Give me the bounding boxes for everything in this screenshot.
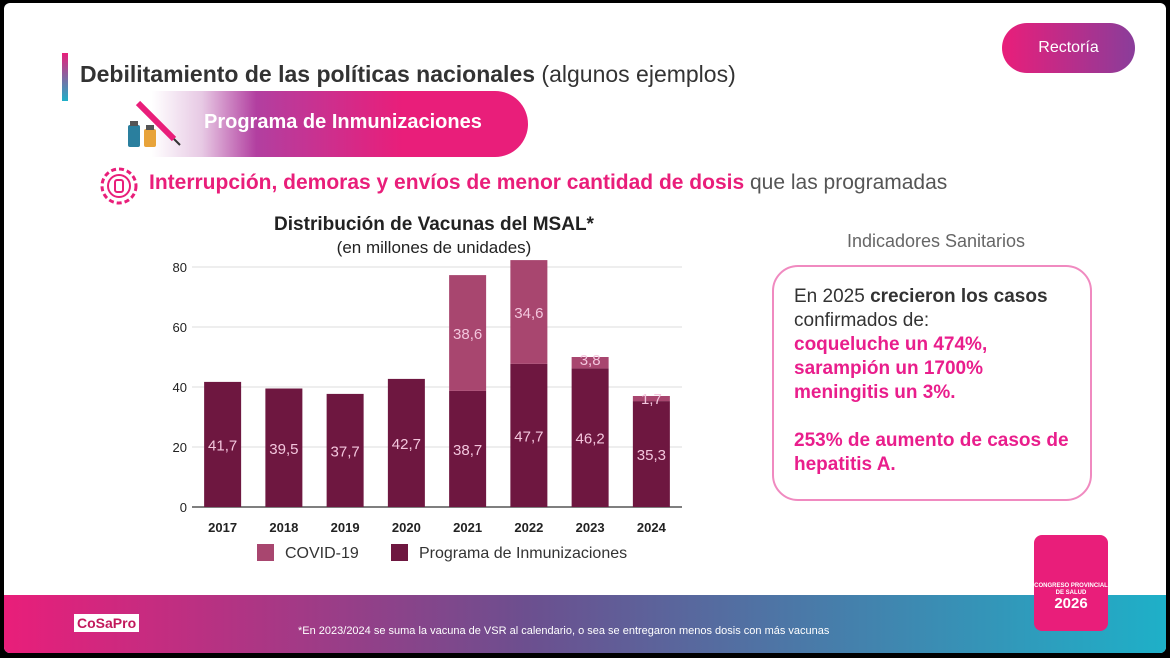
bar-covid: [571, 357, 609, 369]
data-label: 39,5: [269, 441, 298, 458]
indicator-item: sarampión un 1700%: [794, 358, 984, 379]
indicator-extra: 253% de aumento de casos de hepatitis A.: [794, 430, 1069, 475]
x-tick-label: 2021: [453, 520, 482, 535]
cosapro-logo: CoSaPro: [74, 614, 140, 632]
program-pill: Programa de Inmunizaciones: [110, 91, 528, 157]
gear-icon: [100, 167, 138, 205]
data-label: 41,7: [208, 437, 237, 454]
footer: CoSaPro *En 2023/2024 se suma la vacuna …: [4, 595, 1166, 653]
slide: Debilitamiento de las políticas nacional…: [4, 3, 1166, 653]
data-label: 34,6: [514, 305, 543, 322]
bar-programa: [265, 388, 303, 507]
y-tick-label: 80: [173, 260, 187, 275]
bar-programa: [510, 363, 548, 507]
data-label: 42,7: [392, 436, 421, 453]
y-tick-label: 60: [173, 320, 187, 335]
bar-programa: [387, 378, 425, 507]
data-label: 3,8: [580, 352, 601, 369]
data-label: 38,6: [453, 326, 482, 343]
chart-subtitle: (en millones de unidades): [336, 238, 532, 257]
bar-programa: [326, 393, 364, 507]
legend-swatch: [257, 544, 274, 561]
ministry-logo: [159, 613, 239, 637]
indicators-box: En 2025 crecieron los casos confirmados …: [772, 265, 1092, 501]
x-tick-label: 2017: [208, 520, 237, 535]
data-label: 37,7: [331, 443, 360, 460]
bar-covid: [510, 260, 548, 364]
bar-covid: [632, 396, 670, 402]
data-label: 38,7: [453, 442, 482, 459]
bar-covid: [449, 275, 487, 391]
indicator-item: coqueluche un 474%,: [794, 334, 988, 355]
data-label: 35,3: [637, 447, 666, 464]
congress-badge: CONGRESO PROVINCIAL DE SALUD 2026: [1034, 535, 1108, 631]
x-tick-label: 2024: [637, 520, 667, 535]
bar-programa: [632, 401, 670, 507]
x-tick-label: 2023: [576, 520, 605, 535]
indicator-item: meningitis un 3%.: [794, 382, 956, 403]
bar-chart: 0 20 40 60 80 41,7 2017 39,5 2018 37,7 2019 42,7 202…: [173, 260, 682, 562]
chart-title: Distribución de Vacunas del MSAL*: [274, 214, 594, 235]
rectoria-button[interactable]: Rectoría: [1002, 23, 1135, 73]
x-tick-label: 2018: [269, 520, 298, 535]
accent-bar: [62, 53, 68, 101]
x-tick-label: 2020: [392, 520, 421, 535]
legend-swatch: [391, 544, 408, 561]
bar-programa: [204, 381, 242, 507]
indicators-title: Indicadores Sanitarios: [846, 231, 1026, 251]
vaccine-icon: [128, 100, 181, 147]
x-tick-label: 2019: [331, 520, 360, 535]
bar-programa: [571, 368, 609, 507]
page-title: Debilitamiento de las políticas nacional…: [80, 61, 736, 87]
x-tick-label: 2022: [514, 520, 543, 535]
legend-label: Programa de Inmunizaciones: [419, 545, 627, 562]
footnote: *En 2023/2024 se suma la vacuna de VSR a…: [298, 625, 830, 637]
program-label: Programa de Inmunizaciones: [204, 111, 482, 133]
y-tick-label: 0: [180, 500, 187, 515]
data-label: 1,7: [641, 391, 662, 408]
y-tick-label: 40: [173, 380, 187, 395]
bar-programa: [449, 390, 487, 507]
y-tick-label: 20: [173, 440, 187, 455]
data-label: 46,2: [576, 431, 605, 448]
legend-label: COVID-19: [285, 545, 359, 562]
section-subtitle: Interrupción, demoras y envíos de menor …: [149, 171, 948, 194]
data-label: 47,7: [514, 428, 543, 445]
